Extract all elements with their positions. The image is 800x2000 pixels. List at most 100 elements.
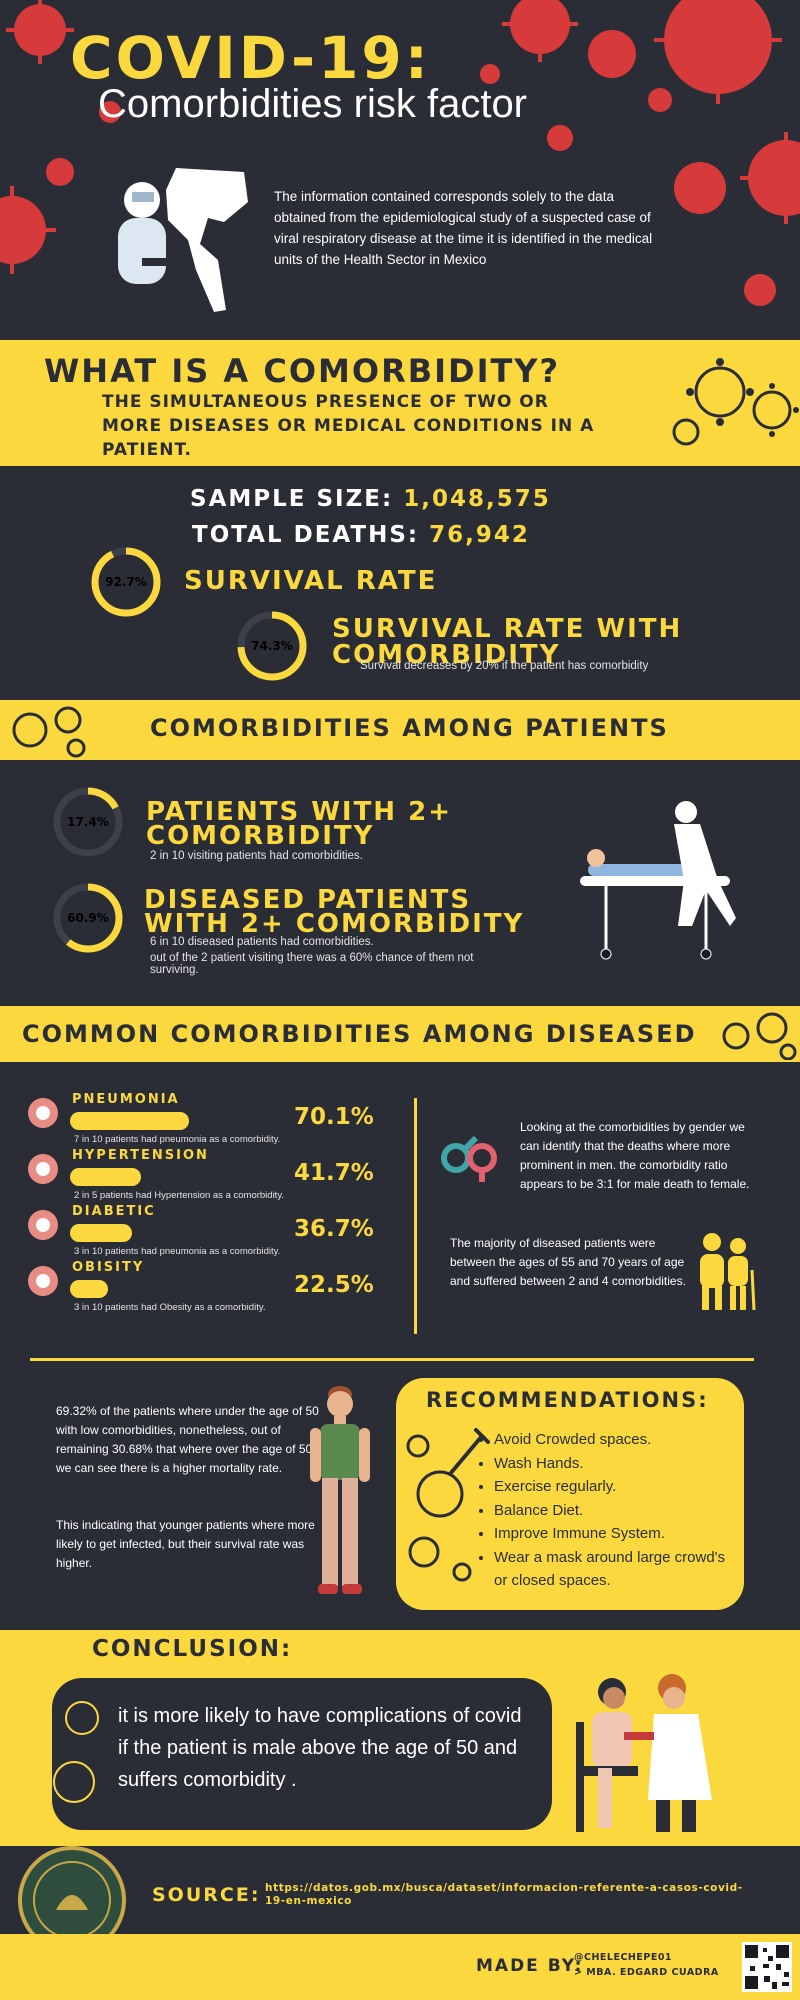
ring-progress-arc: [53, 787, 123, 857]
condition-bar: [70, 1168, 141, 1186]
survival-comorbidity-label: SURVIVAL RATE WITH COMORBIDITY: [332, 614, 683, 670]
definition-title: WHAT IS A COMORBIDITY?: [44, 352, 561, 390]
among-patients-banner: COMORBIDITIES AMONG PATIENTS: [0, 700, 800, 760]
blood-pressure-icon: [28, 1154, 58, 1184]
glucose-meter-icon: [28, 1210, 58, 1240]
survival-comorbidity-ring: 74.3%: [237, 611, 307, 681]
age-range-text: The majority of diseased patients were b…: [450, 1236, 686, 1288]
conclusion-box: it is more likely to have complications …: [52, 1678, 552, 1830]
survival-rate-ring: 92.7%: [91, 547, 161, 617]
condition-name: OBISITY: [72, 1260, 145, 1275]
young-man-illustration: [310, 1386, 370, 1594]
survival-rate-percent: 92.7%: [105, 575, 147, 589]
virus-cluster-icon: [12, 706, 86, 758]
made-by-names: @CHELECHEPE01 > MBA. EDGARD CUADRA: [574, 1950, 719, 1980]
ring-progress-arc: [237, 611, 307, 681]
definition-text: THE SIMULTANEOUS PRESENCE OF TWO OR MORE…: [102, 392, 595, 460]
patients-comorbidity-label: PATIENTS WITH 2+ COMORBIDITY: [146, 797, 452, 851]
deceased-comorbidity-note-2: out of the 2 patient visiting there was …: [150, 952, 474, 976]
doctor-patient-illustration: [576, 1674, 712, 1832]
condition-note: 2 in 5 patients had Hypertension as a co…: [74, 1190, 284, 1201]
author-handle: @CHELECHEPE01: [574, 1952, 673, 1963]
stretcher-illustration: [580, 801, 736, 960]
condition-row: PNEUMONIA 70.1% 7 in 10 patients had pneum…: [0, 1092, 400, 1145]
page-subtitle: Comorbidities risk factor: [98, 82, 528, 126]
age-analysis-text-2: This indicating that younger patients wh…: [56, 1518, 315, 1570]
source-url[interactable]: https://datos.gob.mx/busca/dataset/infor…: [265, 1882, 743, 1907]
author-name: > MBA. EDGARD CUADRA: [574, 1967, 719, 1978]
page-title: COVID-19:: [70, 24, 431, 92]
lungs-icon: [28, 1098, 58, 1128]
condition-note: 7 in 10 patients had pneumonia as a como…: [74, 1134, 281, 1145]
virus-cluster-icon: [722, 1012, 797, 1060]
condition-row: DIABETIC 36.7% 3 in 10 patients had pneumo…: [0, 1204, 400, 1257]
stats-section: SAMPLE SIZE: 1,048,575 TOTAL DEATHS: 76,…: [0, 466, 800, 700]
divider: [30, 1358, 754, 1361]
survival-comorbidity-note: Survival decreases by 20% if the patient…: [360, 660, 649, 672]
condition-bar: [70, 1112, 189, 1130]
condition-percent: 70.1%: [294, 1104, 374, 1130]
patients-comorbidity-note: 2 in 10 visiting patients had comorbidit…: [150, 850, 363, 862]
doctor-map-illustration: [118, 168, 248, 312]
deceased-comorbidity-label: DISEASED PATIENTS WITH 2+ COMORBIDITY: [144, 885, 525, 939]
condition-percent: 36.7%: [294, 1216, 374, 1242]
recommendation-item: Avoid Crowded spaces.: [494, 1428, 734, 1452]
source-section: SOURCE: https://datos.gob.mx/busca/datas…: [0, 1846, 800, 1934]
virus-outline-icon: [53, 1701, 99, 1803]
condition-name: HYPERTENSION: [72, 1148, 209, 1163]
patients-section: 17.4% PATIENTS WITH 2+ COMORBIDITY 2 in …: [0, 760, 800, 1006]
recommendations-card: RECOMMENDATIONS: Avoid Crowded spaces.Wa…: [396, 1378, 744, 1610]
source-label: SOURCE:: [152, 1884, 261, 1906]
condition-bar: [70, 1280, 108, 1298]
recommendation-item: Balance Diet.: [494, 1499, 734, 1523]
recommendation-item: Exercise regularly.: [494, 1475, 734, 1499]
survival-comorbidity-percent: 74.3%: [251, 639, 293, 653]
total-deaths-value: 76,942: [429, 522, 530, 548]
header-section: COVID-19: Comorbidities risk factor The …: [0, 0, 800, 340]
virus-background: [0, 0, 800, 306]
survival-rate-label: SURVIVAL RATE: [184, 566, 438, 596]
common-comorbidities-banner: COMMON COMORBIDITIES AMONG DISEASED: [0, 1006, 800, 1062]
recommendation-item: Wash Hands.: [494, 1452, 734, 1476]
condition-percent: 41.7%: [294, 1160, 374, 1186]
recommendations-list: Avoid Crowded spaces.Wash Hands.Exercise…: [494, 1428, 734, 1593]
definition-section: WHAT IS A COMORBIDITY? THE SIMULTANEOUS …: [0, 340, 800, 466]
conclusion-section: CONCLUSION: it is more likely to have co…: [0, 1630, 800, 1846]
patients-comorbidity-percent: 17.4%: [67, 815, 109, 829]
among-patients-title: COMORBIDITIES AMONG PATIENTS: [150, 714, 669, 742]
ring-progress-arc: [91, 547, 161, 617]
condition-name: PNEUMONIA: [72, 1092, 180, 1107]
obesity-icon: [28, 1266, 58, 1296]
ring-progress-arc: [53, 883, 123, 953]
condition-percent: 22.5%: [294, 1272, 374, 1298]
condition-name: DIABETIC: [72, 1204, 156, 1219]
gender-text: Looking at the comorbidities by gender w…: [520, 1120, 750, 1191]
recommendations-title: RECOMMENDATIONS:: [426, 1388, 709, 1412]
conclusion-title: CONCLUSION:: [92, 1636, 293, 1662]
condition-bar: [70, 1224, 132, 1242]
sample-size-value: 1,048,575: [403, 486, 551, 512]
age-analysis-text-1: 69.32% of the patients where under the a…: [56, 1404, 319, 1475]
deceased-comorbidity-note-1: 6 in 10 diseased patients had comorbidit…: [150, 936, 374, 948]
recommendation-item: Improve Immune System.: [494, 1522, 734, 1546]
intro-text: The information contained corresponds so…: [274, 189, 653, 267]
conclusion-text: it is more likely to have complications …: [118, 1705, 522, 1791]
condition-note: 3 in 10 patients had pneumonia as a como…: [74, 1246, 281, 1257]
total-deaths-row: TOTAL DEATHS: 76,942: [192, 522, 530, 548]
sample-size-row: SAMPLE SIZE: 1,048,575: [190, 486, 551, 512]
divider: [414, 1098, 417, 1334]
qr-code-icon[interactable]: [742, 1942, 792, 1992]
deceased-comorbidity-ring: 60.9%: [53, 883, 123, 953]
made-by-section: MADE BY: @CHELECHEPE01 > MBA. EDGARD CUA…: [0, 1934, 800, 2000]
recommendations-section: 69.32% of the patients where under the a…: [0, 1362, 800, 1630]
virus-icon: [672, 358, 799, 446]
made-by-label: MADE BY:: [476, 1956, 584, 1976]
condition-row: OBISITY 22.5% 3 in 10 patients had Obesity…: [0, 1260, 400, 1313]
mexico-seal-icon: [18, 1846, 126, 1934]
common-comorbidities-title: COMMON COMORBIDITIES AMONG DISEASED: [22, 1020, 697, 1048]
patients-comorbidity-ring: 17.4%: [53, 787, 123, 857]
sample-size-label: SAMPLE SIZE:: [190, 486, 394, 512]
condition-row: HYPERTENSION 41.7% 2 in 5 patients had Hyp…: [0, 1148, 400, 1201]
gender-symbols-icon: [441, 1135, 497, 1182]
virus-syringe-icon: [406, 1428, 490, 1582]
